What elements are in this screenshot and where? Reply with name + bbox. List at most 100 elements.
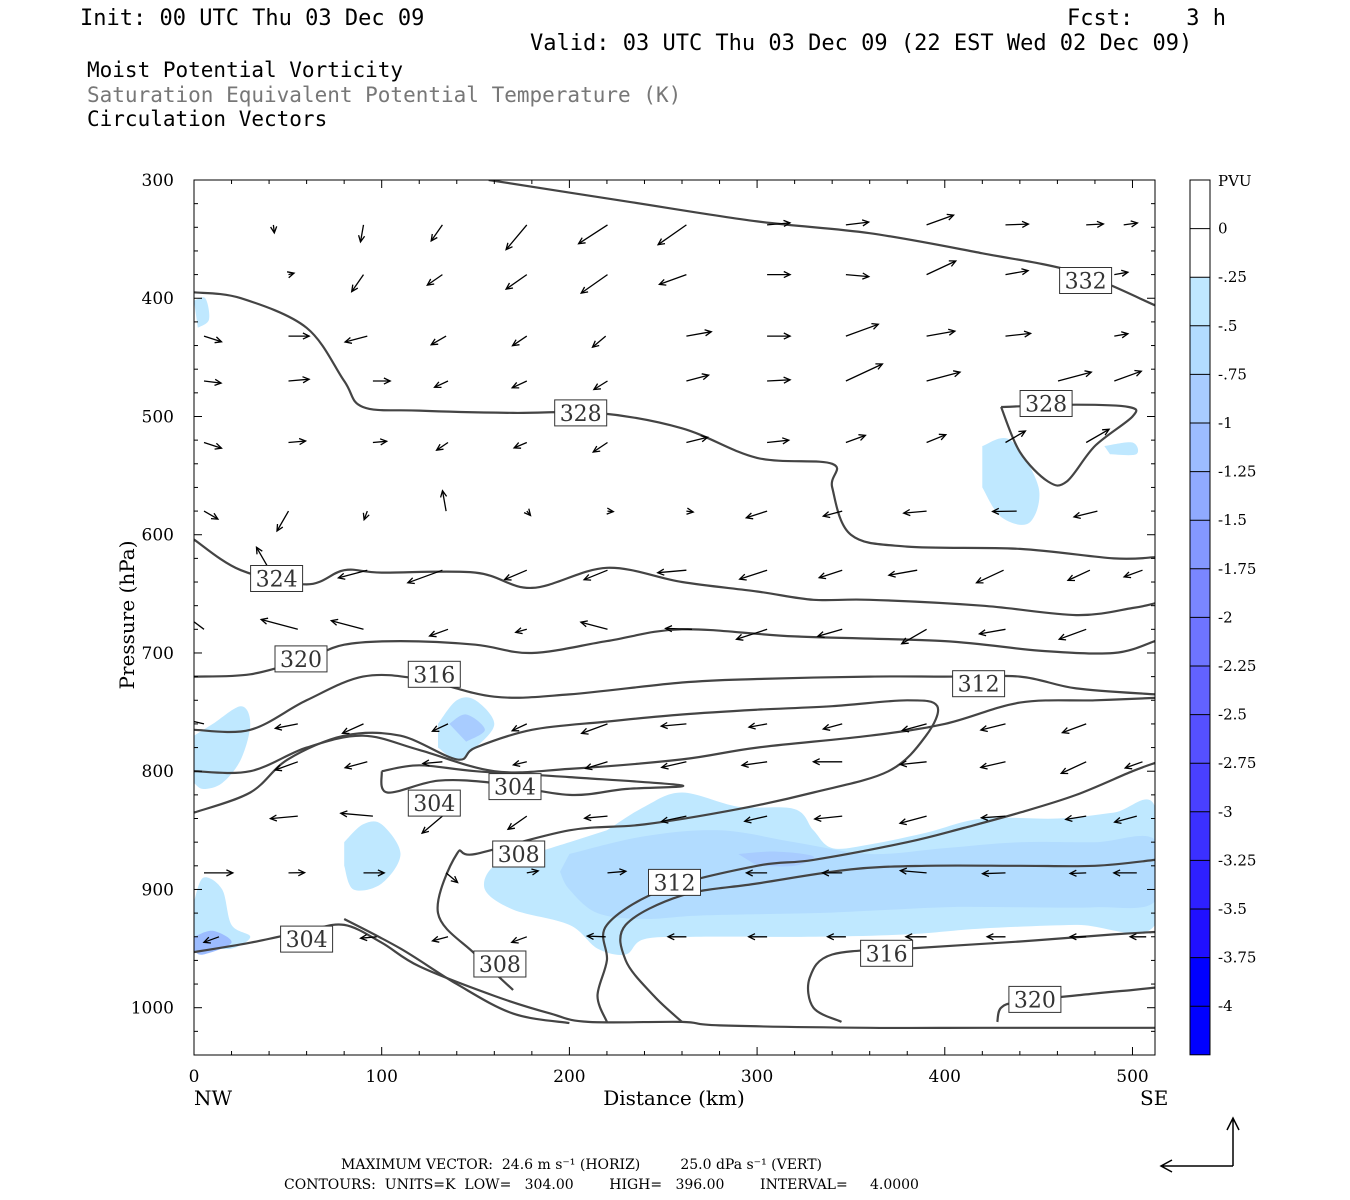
contour-label-text: 320 <box>1014 988 1056 1013</box>
circulation-vector <box>1086 220 1105 228</box>
circulation-vector <box>372 377 392 385</box>
circulation-vector <box>845 434 867 444</box>
y-tick-label: 900 <box>142 880 174 900</box>
x-tick-label: 300 <box>741 1067 773 1087</box>
vector-head <box>430 233 438 243</box>
vector-head <box>433 381 442 389</box>
contour-label-text: 316 <box>866 942 908 967</box>
vector-shaft <box>1114 271 1129 276</box>
vector-head <box>659 721 668 730</box>
vector-head <box>821 511 831 519</box>
colorbar-segment <box>1190 568 1210 618</box>
vector-shaft <box>1086 223 1104 226</box>
vector-shaft <box>203 335 222 343</box>
vector-head <box>591 445 601 453</box>
vector-head <box>783 376 792 384</box>
colorbar-segment <box>1190 617 1210 666</box>
circulation-vector <box>582 569 608 581</box>
colorbar-label: -2.25 <box>1218 657 1256 675</box>
vector-shaft <box>814 815 843 820</box>
circulation-vector <box>660 761 687 770</box>
vector-shaft <box>407 569 443 584</box>
circulation-vector <box>985 933 1006 941</box>
reference-vector-icon <box>1159 1116 1240 1173</box>
vector-shaft <box>512 335 528 347</box>
vector-head <box>377 869 386 877</box>
vector-head <box>1102 428 1111 436</box>
colorbar-segment <box>1190 957 1210 1007</box>
vector-head <box>977 629 987 637</box>
vector-shaft <box>270 815 298 820</box>
contour-label-box <box>473 950 527 978</box>
vector-head <box>900 637 909 645</box>
circulation-vector <box>1114 369 1143 382</box>
vector-head <box>1060 727 1070 734</box>
vector-head <box>826 933 835 941</box>
colorbar: 0 -.25 -.5 -.75 -1 -1.25 -1.5 -1.75 -2 -2.25 -2.5 -… <box>1189 179 1256 1056</box>
circulation-vector <box>744 869 768 877</box>
vector-head <box>357 235 366 244</box>
vector-shaft <box>203 936 220 943</box>
vector-head <box>656 568 665 576</box>
vector-head <box>577 237 586 245</box>
circulation-vector <box>821 723 843 731</box>
contour-line-316 <box>806 930 1155 1023</box>
circulation-vector <box>898 760 927 768</box>
y-tick-label: 600 <box>142 526 174 546</box>
vector-shaft <box>926 260 957 276</box>
vector-head <box>431 725 440 732</box>
circulation-vector <box>898 815 927 826</box>
circulation-vector <box>664 625 693 633</box>
vector-shaft <box>593 380 608 391</box>
vector-shaft <box>736 628 768 640</box>
circulation-vector <box>747 722 768 730</box>
vector-head <box>439 489 448 498</box>
forecast-hour-label: Fcst: 3 h <box>1067 6 1226 31</box>
colorbar-label: -3.25 <box>1218 851 1256 869</box>
vector-head <box>297 869 307 877</box>
vector-shaft <box>903 510 927 514</box>
colorbar-segment <box>1190 277 1210 326</box>
circulation-vector <box>510 380 528 389</box>
pv-shading <box>194 297 1155 955</box>
circulation-vector <box>975 569 1004 584</box>
vector-head <box>214 378 223 387</box>
vector-head <box>350 284 359 293</box>
plot-frame <box>193 179 1156 1056</box>
vector-shaft <box>746 510 768 519</box>
vector-shaft <box>511 723 528 732</box>
vector-shaft <box>288 378 310 382</box>
circulation-vector <box>686 373 711 382</box>
vector-shaft <box>203 441 222 449</box>
vector-shaft <box>344 761 368 769</box>
vector-head <box>183 613 190 619</box>
title-vectors: Circulation Vectors <box>87 107 328 131</box>
vector-head <box>1072 511 1081 520</box>
vector-head <box>938 433 948 441</box>
vector-shaft <box>1057 371 1092 382</box>
circulation-vector <box>584 761 608 771</box>
circulation-vector <box>526 868 540 876</box>
vector-head <box>1059 767 1069 775</box>
vector-head <box>214 442 223 450</box>
contour-label-text: 304 <box>494 776 536 801</box>
circulation-vector <box>607 868 628 876</box>
title-mpv: Moist Potential Vorticity <box>87 58 404 82</box>
vector-head <box>359 934 368 942</box>
circulation-vector <box>1066 569 1091 582</box>
valid-time-label: Valid: 03 UTC Thu 03 Dec 09 (22 EST Wed … <box>530 31 1193 56</box>
vector-head <box>975 576 984 584</box>
vector-head <box>902 508 911 517</box>
circulation-vector <box>1123 761 1143 770</box>
vector-head <box>1084 370 1093 378</box>
vector-head <box>606 507 615 515</box>
vector-shaft <box>845 221 869 226</box>
vector-shaft <box>661 761 687 769</box>
vector-shaft <box>659 273 687 286</box>
contour-label: 316 <box>860 939 914 967</box>
colorbar-label: -.5 <box>1218 317 1237 335</box>
contour-line-328 <box>1000 403 1138 487</box>
vector-head <box>210 512 220 520</box>
vector-head <box>435 443 444 452</box>
vector-shaft <box>686 331 712 337</box>
